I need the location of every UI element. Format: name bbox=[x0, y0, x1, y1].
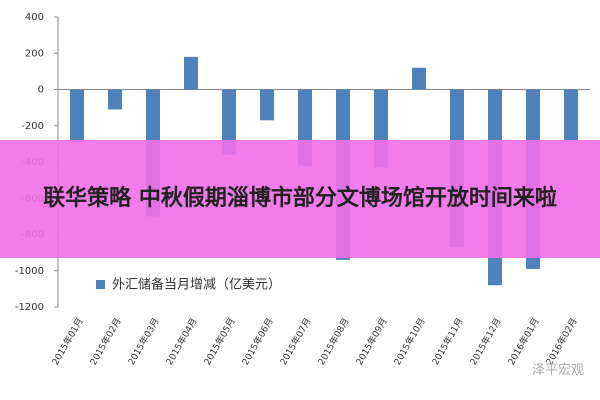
x-tick-label: 2015年02月 bbox=[87, 316, 124, 367]
watermark: 泽平宏观 bbox=[531, 363, 584, 378]
x-tick-label: 2015年09月 bbox=[353, 316, 390, 367]
x-tick-label: 2015年11月 bbox=[429, 316, 466, 367]
overlay-text: 联华策略 中秋假期淄博市部分文博场馆开放时间来啦 bbox=[43, 186, 557, 211]
x-tick-label: 2015年04月 bbox=[163, 316, 200, 367]
x-tick-label: 2015年01月 bbox=[49, 316, 86, 367]
bar bbox=[108, 89, 122, 110]
legend-marker bbox=[96, 280, 105, 289]
overlay-banner: 联华策略 中秋假期淄博市部分文博场馆开放时间来啦 bbox=[0, 140, 600, 258]
y-tick-label: 400 bbox=[25, 12, 44, 23]
x-tick-label: 2015年10月 bbox=[391, 316, 428, 367]
bar bbox=[70, 89, 84, 143]
y-tick-label: -1000 bbox=[15, 266, 44, 277]
legend-label: 外汇储备当月增减（亿美元） bbox=[112, 277, 281, 293]
x-tick-label: 2015年05月 bbox=[201, 316, 238, 367]
bar bbox=[412, 67, 426, 90]
x-tick-label: 2015年03月 bbox=[125, 316, 162, 367]
y-tick-label: -200 bbox=[21, 121, 44, 132]
x-tick-label: 2015年08月 bbox=[315, 316, 352, 367]
y-tick-label: -1200 bbox=[15, 302, 44, 313]
x-tick-label: 2015年07月 bbox=[277, 316, 314, 367]
bar bbox=[184, 56, 198, 90]
y-tick-label: 200 bbox=[25, 48, 44, 59]
x-tick-label: 2015年06月 bbox=[239, 316, 276, 367]
y-tick-label: 0 bbox=[38, 85, 44, 96]
x-tick-label: 2015年12月 bbox=[467, 316, 504, 367]
bar bbox=[260, 89, 274, 121]
bar bbox=[564, 89, 578, 141]
bar bbox=[222, 89, 236, 155]
